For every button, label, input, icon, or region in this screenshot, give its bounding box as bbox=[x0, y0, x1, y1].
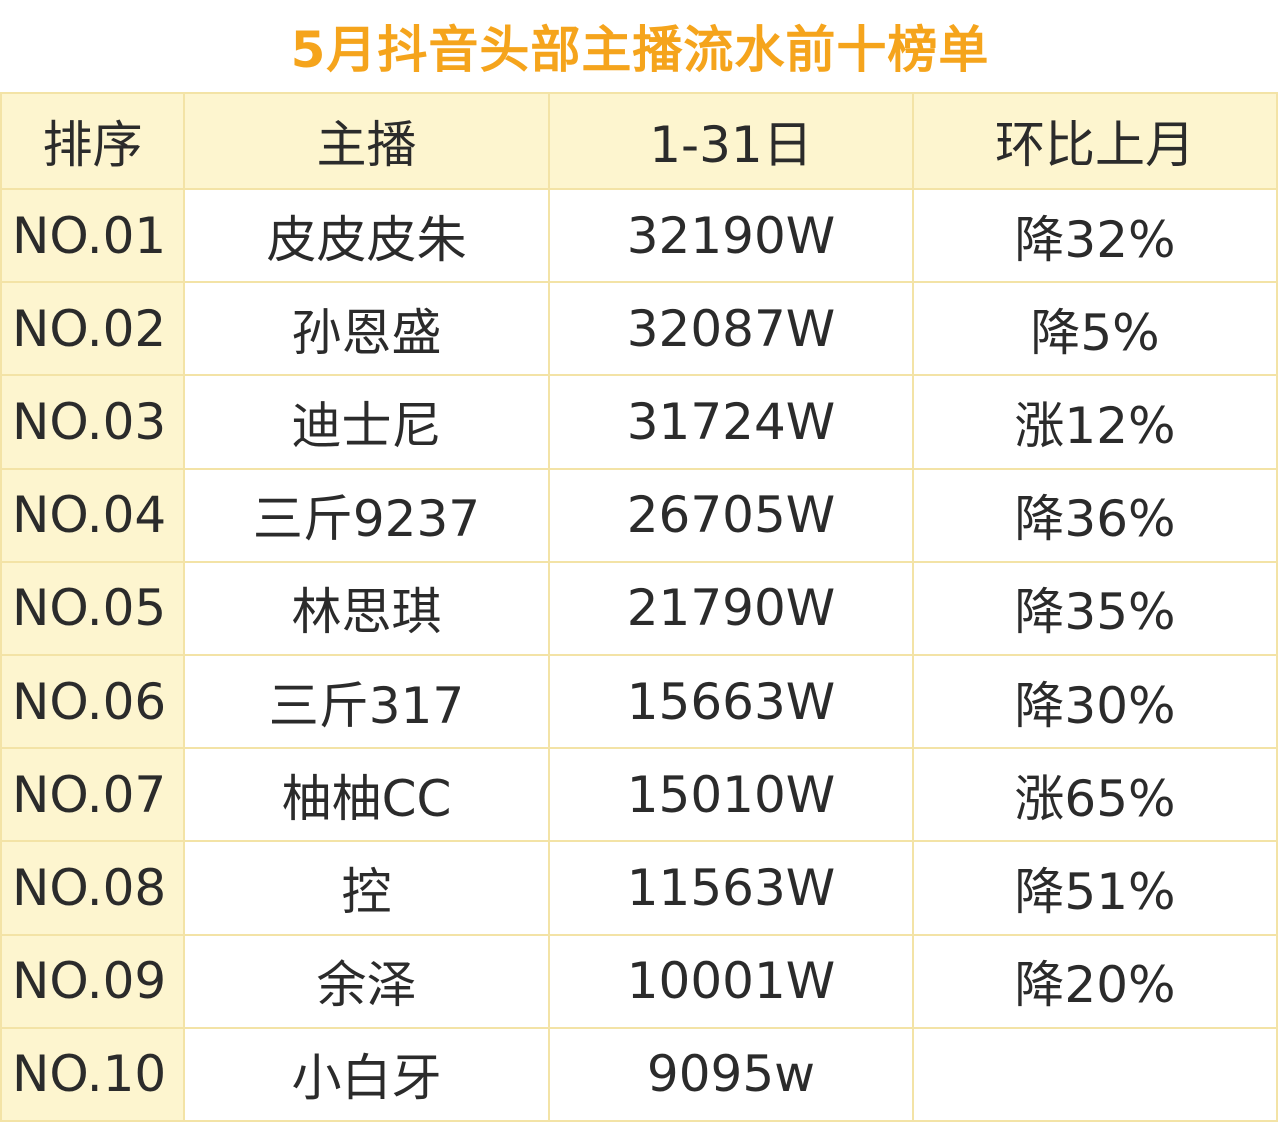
cell-rank: NO.01 bbox=[0, 187, 185, 284]
cell-rank: NO.07 bbox=[0, 747, 185, 843]
cell-rank: NO.08 bbox=[0, 840, 185, 936]
cell-rank: NO.05 bbox=[0, 560, 185, 656]
header-mom: 环比上月 bbox=[912, 92, 1278, 190]
cell-mom: 降20% bbox=[912, 933, 1278, 1029]
cell-revenue: 15010W bbox=[548, 747, 914, 843]
header-anchor: 主播 bbox=[183, 92, 550, 190]
cell-mom: 降30% bbox=[912, 653, 1278, 750]
table-row: NO.01 皮皮皮朱 32190W 降32% bbox=[0, 187, 1278, 284]
ranking-table: 排序 主播 1-31日 环比上月 NO.01 皮皮皮朱 32190W 降32% … bbox=[0, 92, 1278, 1122]
cell-revenue: 10001W bbox=[548, 933, 914, 1029]
cell-anchor: 迪士尼 bbox=[183, 374, 550, 470]
cell-anchor: 余泽 bbox=[183, 933, 550, 1029]
cell-mom: 降5% bbox=[912, 281, 1278, 377]
table-header-row: 排序 主播 1-31日 环比上月 bbox=[0, 92, 1278, 190]
cell-mom: 涨65% bbox=[912, 747, 1278, 843]
cell-anchor: 柚柚CC bbox=[183, 747, 550, 843]
page-title: 5月抖音头部主播流水前十榜单 bbox=[290, 21, 990, 79]
cell-anchor: 三斤9237 bbox=[183, 467, 550, 563]
table-row: NO.09 余泽 10001W 降20% bbox=[0, 933, 1278, 1029]
cell-mom: 降35% bbox=[912, 560, 1278, 656]
cell-rank: NO.09 bbox=[0, 933, 185, 1029]
table-row: NO.04 三斤9237 26705W 降36% bbox=[0, 467, 1278, 563]
table-row: NO.03 迪士尼 31724W 涨12% bbox=[0, 374, 1278, 470]
cell-revenue: 9095w bbox=[548, 1026, 914, 1122]
cell-rank: NO.10 bbox=[0, 1026, 185, 1122]
cell-revenue: 32087W bbox=[548, 281, 914, 377]
cell-revenue: 15663W bbox=[548, 653, 914, 750]
cell-mom: 涨12% bbox=[912, 374, 1278, 470]
cell-rank: NO.02 bbox=[0, 281, 185, 377]
header-rank: 排序 bbox=[0, 92, 185, 190]
cell-anchor: 控 bbox=[183, 840, 550, 936]
table-row: NO.07 柚柚CC 15010W 涨65% bbox=[0, 747, 1278, 843]
table-row: NO.10 小白牙 9095w bbox=[0, 1026, 1278, 1122]
table-row: NO.06 三斤317 15663W 降30% bbox=[0, 653, 1278, 750]
cell-rank: NO.04 bbox=[0, 467, 185, 563]
cell-anchor: 林思琪 bbox=[183, 560, 550, 656]
cell-revenue: 32190W bbox=[548, 187, 914, 284]
cell-revenue: 21790W bbox=[548, 560, 914, 656]
cell-revenue: 11563W bbox=[548, 840, 914, 936]
cell-anchor: 皮皮皮朱 bbox=[183, 187, 550, 284]
cell-anchor: 三斤317 bbox=[183, 653, 550, 750]
cell-rank: NO.06 bbox=[0, 653, 185, 750]
cell-revenue: 31724W bbox=[548, 374, 914, 470]
cell-mom: 降36% bbox=[912, 467, 1278, 563]
header-revenue: 1-31日 bbox=[548, 92, 914, 190]
cell-anchor: 小白牙 bbox=[183, 1026, 550, 1122]
cell-mom: 降32% bbox=[912, 187, 1278, 284]
table-row: NO.08 控 11563W 降51% bbox=[0, 840, 1278, 936]
cell-revenue: 26705W bbox=[548, 467, 914, 563]
cell-mom bbox=[912, 1026, 1278, 1122]
table-row: NO.02 孙恩盛 32087W 降5% bbox=[0, 281, 1278, 377]
cell-mom: 降51% bbox=[912, 840, 1278, 936]
cell-rank: NO.03 bbox=[0, 374, 185, 470]
cell-anchor: 孙恩盛 bbox=[183, 281, 550, 377]
table-row: NO.05 林思琪 21790W 降35% bbox=[0, 560, 1278, 656]
